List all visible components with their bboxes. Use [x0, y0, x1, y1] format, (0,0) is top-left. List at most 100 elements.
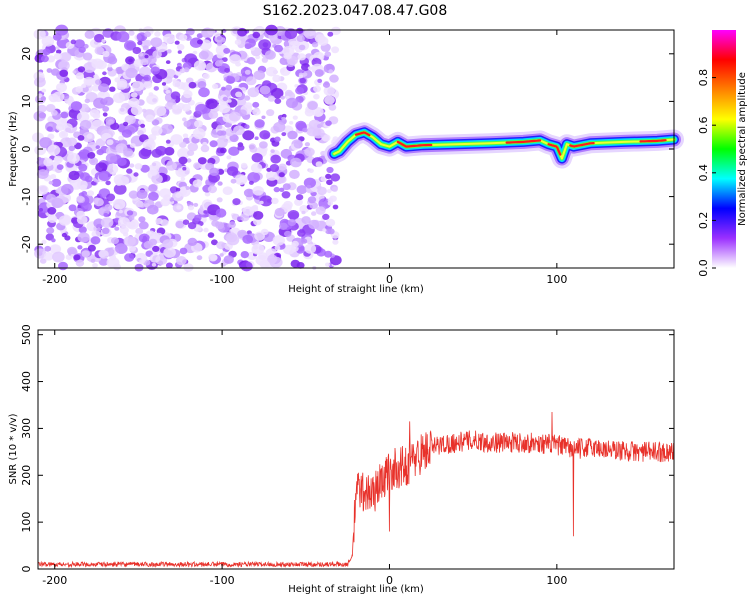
noise-blob: [227, 99, 232, 103]
noise-blob: [117, 175, 130, 186]
noise-blob: [250, 163, 263, 173]
noise-blob: [87, 244, 96, 252]
noise-blob: [222, 96, 228, 102]
noise-blob: [153, 86, 159, 91]
noise-blob: [111, 237, 119, 245]
noise-blob: [128, 30, 135, 36]
noise-blob: [116, 157, 127, 166]
noise-blob: [115, 243, 128, 254]
noise-blob: [68, 145, 76, 152]
noise-blob: [317, 186, 327, 196]
noise-blob: [216, 197, 223, 203]
noise-blob: [217, 181, 223, 186]
noise-blob: [148, 191, 159, 201]
noise-blob: [260, 228, 269, 236]
ridge-peak-segment: [547, 143, 562, 156]
noise-blob: [140, 164, 150, 173]
noise-blob: [192, 50, 198, 55]
noise-blob: [53, 155, 63, 164]
noise-blob: [38, 208, 44, 212]
noise-blob: [77, 66, 86, 73]
ridge-peak-segment: [505, 139, 542, 144]
noise-blob: [90, 159, 96, 164]
noise-blob: [98, 250, 109, 259]
noise-blob: [51, 109, 58, 116]
noise-blob: [68, 170, 80, 181]
noise-blob: [230, 178, 237, 184]
noise-blob: [261, 115, 266, 120]
noise-blob: [126, 210, 134, 216]
noise-blob: [323, 86, 335, 96]
noise-blob: [177, 50, 182, 54]
noise-blob: [73, 254, 81, 261]
noise-blob: [101, 39, 106, 43]
noise-blob: [177, 102, 185, 110]
spectrogram-x-ticks: -200 -100 0 100: [42, 30, 567, 286]
noise-blob: [192, 179, 202, 188]
spectrogram-y-tick-label: 0: [20, 146, 33, 153]
noise-blob: [279, 222, 288, 230]
noise-blob: [78, 226, 87, 234]
noise-blob: [259, 200, 264, 205]
noise-blob: [48, 93, 59, 103]
noise-blob: [67, 137, 78, 146]
noise-blob: [129, 163, 135, 168]
noise-blob: [295, 120, 307, 131]
noise-blob: [58, 60, 70, 71]
noise-blob: [247, 172, 261, 183]
noise-blob: [238, 109, 247, 117]
noise-blob: [291, 242, 297, 247]
ridge-peak-segment: [354, 131, 371, 137]
colorbar-tick-label: 0.2: [697, 212, 710, 230]
noise-blob: [162, 239, 174, 249]
noise-blob: [304, 243, 317, 254]
noise-blob: [217, 168, 225, 175]
noise-blob: [43, 158, 54, 167]
noise-blob: [90, 258, 96, 263]
noise-blob: [46, 55, 56, 63]
noise-blob: [56, 164, 64, 171]
noise-blob: [207, 28, 216, 36]
noise-blob: [301, 63, 310, 71]
noise-blob: [226, 155, 232, 160]
noise-blob: [330, 173, 341, 182]
noise-blob: [321, 134, 331, 142]
noise-blob: [81, 84, 87, 88]
noise-blob: [327, 228, 335, 235]
noise-blob: [179, 68, 186, 74]
noise-blob: [151, 119, 160, 126]
noise-blob: [228, 111, 241, 122]
noise-blob: [285, 97, 299, 109]
noise-blob: [61, 132, 66, 137]
noise-blob: [86, 190, 95, 197]
noise-blob: [273, 121, 286, 133]
noise-blob: [175, 220, 185, 229]
noise-blob: [154, 31, 161, 37]
noise-blob: [164, 68, 176, 79]
noise-blob: [274, 44, 283, 53]
noise-blob: [296, 262, 305, 269]
noise-blob: [85, 78, 94, 86]
noise-blob: [163, 33, 176, 44]
noise-blob: [294, 198, 303, 206]
noise-blob: [240, 76, 247, 82]
noise-blob: [119, 226, 129, 235]
noise-blob: [51, 238, 56, 243]
noise-blob: [40, 55, 49, 63]
noise-blob: [182, 117, 187, 122]
noise-blob: [240, 38, 246, 43]
noise-blob: [181, 187, 186, 191]
noise-blob: [259, 130, 271, 140]
noise-blob: [143, 241, 153, 249]
noise-blob: [95, 145, 101, 150]
noise-blob: [56, 49, 62, 55]
noise-blob: [77, 245, 83, 250]
spectrogram-x-tick-label: -100: [210, 273, 235, 286]
noise-blob: [215, 222, 220, 226]
noise-blob: [68, 204, 77, 212]
noise-blob: [152, 162, 157, 167]
noise-blob: [174, 40, 180, 45]
noise-blob: [322, 228, 327, 232]
noise-blob: [237, 144, 245, 151]
